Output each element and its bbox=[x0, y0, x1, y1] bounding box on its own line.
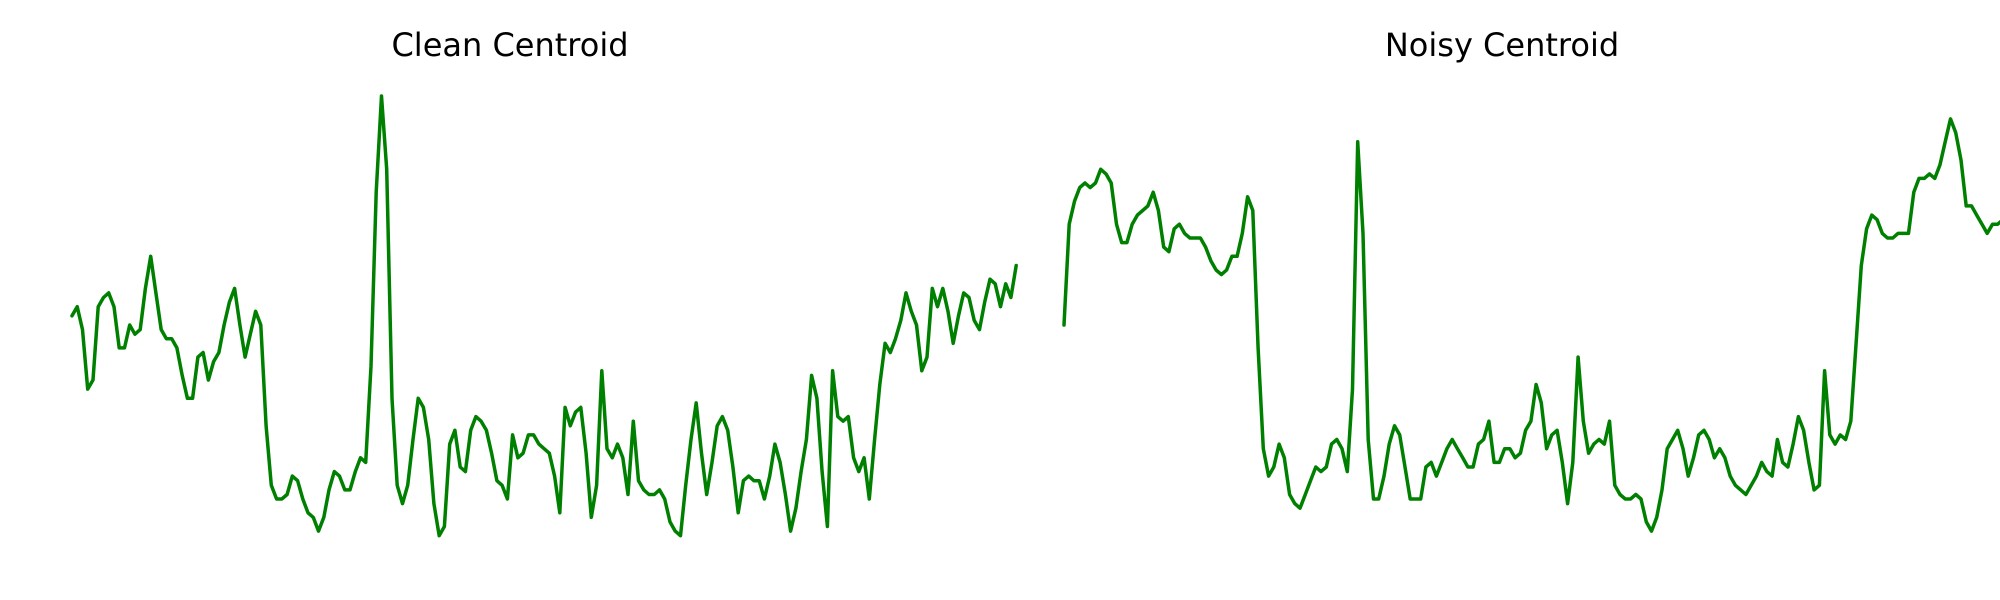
panel-clean-centroid: Clean Centroid bbox=[70, 26, 1018, 538]
noisy-centroid-line bbox=[1062, 117, 2000, 533]
plot-area-noisy bbox=[1062, 117, 2000, 533]
clean-centroid-line bbox=[70, 94, 1018, 538]
panel-title-clean: Clean Centroid bbox=[391, 26, 628, 64]
panel-noisy-centroid: Noisy Centroid bbox=[1062, 26, 2000, 533]
panel-title-noisy: Noisy Centroid bbox=[1385, 26, 1619, 64]
plot-area-clean bbox=[70, 94, 1018, 538]
